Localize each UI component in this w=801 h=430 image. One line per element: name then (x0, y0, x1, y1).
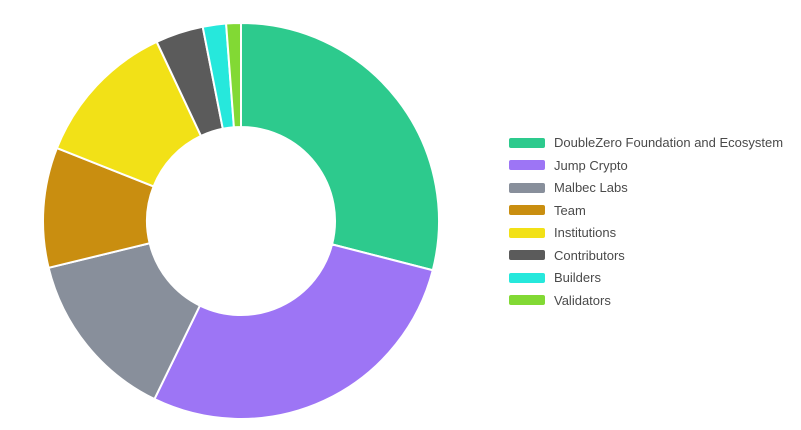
legend-swatch-icon (509, 182, 545, 193)
legend-item-team[interactable]: Team (509, 204, 783, 217)
legend-label: DoubleZero Foundation and Ecosystem (554, 135, 784, 150)
legend-swatch-icon (509, 160, 545, 170)
slice-jump-crypto[interactable] (153, 243, 434, 420)
legend-label: Builders (554, 270, 601, 285)
legend-item-malbec-labs[interactable]: Malbec Labs (509, 181, 783, 194)
legend-swatch-icon (509, 272, 545, 283)
legend-swatch-icon (509, 227, 545, 238)
legend-swatch-icon (509, 137, 545, 148)
slice-validators[interactable] (225, 21, 242, 129)
chart-legend: DoubleZero Foundation and Ecosystem Jump … (509, 136, 783, 316)
legend-item-builders[interactable]: Builders (509, 271, 783, 284)
legend-item-contributors[interactable]: Contributors (509, 249, 783, 262)
donut-slices (42, 21, 440, 420)
legend-label: Jump Crypto (554, 157, 628, 173)
legend-swatch-icon (509, 250, 545, 260)
legend-label: Team (554, 202, 586, 218)
legend-item-jump-crypto[interactable]: Jump Crypto (509, 159, 783, 172)
legend-swatch-icon (509, 295, 545, 305)
legend-item-doublezero-foundation-and-ecosystem[interactable]: DoubleZero Foundation and Ecosystem (509, 136, 783, 149)
legend-label: Malbec Labs (554, 180, 628, 195)
legend-label: Validators (554, 292, 611, 308)
legend-item-validators[interactable]: Validators (509, 294, 783, 307)
legend-swatch-icon (509, 205, 545, 215)
legend-label: Contributors (554, 247, 625, 263)
legend-label: Institutions (554, 225, 617, 240)
legend-item-institutions[interactable]: Institutions (509, 226, 783, 239)
slice-doublezero-foundation-and-ecosystem[interactable] (240, 21, 440, 272)
